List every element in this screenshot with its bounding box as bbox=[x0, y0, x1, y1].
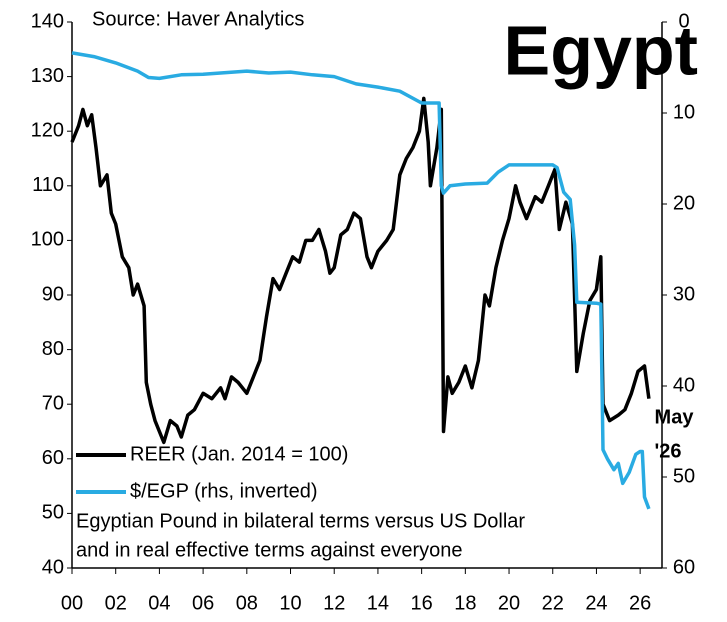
y-tick-label: 100 bbox=[31, 229, 64, 251]
x-tick-label: 24 bbox=[585, 592, 607, 614]
y2-tick-label: 0 bbox=[678, 10, 689, 32]
x-tick-label: 14 bbox=[367, 592, 389, 614]
annotation: and in real effective terms against ever… bbox=[76, 539, 463, 561]
legend-label: REER (Jan. 2014 = 100) bbox=[130, 443, 348, 465]
x-tick-label: 22 bbox=[542, 592, 564, 614]
x-tick-label: 08 bbox=[236, 592, 258, 614]
y-tick-label: 140 bbox=[31, 10, 64, 32]
y2-tick-label: 30 bbox=[673, 283, 695, 305]
y-tick-label: 90 bbox=[42, 283, 64, 305]
x-tick-label: 12 bbox=[323, 592, 345, 614]
x-tick-label: 20 bbox=[498, 592, 520, 614]
y-tick-label: 120 bbox=[31, 119, 64, 141]
y-tick-label: 60 bbox=[42, 447, 64, 469]
x-tick-label: 04 bbox=[148, 592, 170, 614]
end-label: '26 bbox=[654, 440, 681, 462]
x-tick-label: 06 bbox=[192, 592, 214, 614]
y-tick-label: 130 bbox=[31, 65, 64, 87]
y-tick-label: 110 bbox=[32, 174, 64, 196]
source-note: Source: Haver Analytics bbox=[92, 8, 304, 30]
annotation: Egyptian Pound in bilateral terms versus… bbox=[76, 510, 525, 532]
series-line bbox=[70, 96, 651, 445]
x-tick-label: 26 bbox=[629, 592, 651, 614]
x-tick-label: 18 bbox=[454, 592, 476, 614]
end-label: May bbox=[655, 406, 695, 428]
y-tick-label: 70 bbox=[42, 392, 64, 414]
y2-tick-label: 40 bbox=[673, 374, 695, 396]
y2-tick-label: 60 bbox=[673, 556, 695, 578]
x-tick-label: 10 bbox=[279, 592, 301, 614]
y-tick-label: 50 bbox=[42, 502, 64, 524]
x-tick-label: 00 bbox=[61, 592, 83, 614]
legend-label: $/EGP (rhs, inverted) bbox=[130, 480, 317, 502]
y2-tick-label: 20 bbox=[673, 192, 695, 214]
y2-tick-label: 50 bbox=[673, 465, 695, 487]
y-tick-label: 80 bbox=[42, 338, 64, 360]
chart-title: Egypt bbox=[504, 11, 698, 89]
series-line bbox=[71, 51, 651, 510]
x-tick-label: 16 bbox=[411, 592, 433, 614]
y2-tick-label: 10 bbox=[673, 101, 695, 123]
x-tick-label: 02 bbox=[105, 592, 127, 614]
y-tick-label: 40 bbox=[42, 556, 64, 578]
